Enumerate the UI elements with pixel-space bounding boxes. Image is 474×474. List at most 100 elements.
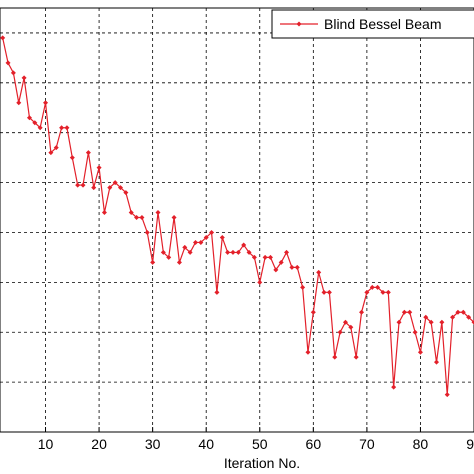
marker	[198, 239, 204, 245]
marker	[219, 234, 225, 240]
marker	[43, 100, 49, 106]
marker	[417, 349, 423, 355]
marker	[401, 309, 407, 315]
marker	[241, 242, 247, 248]
marker	[101, 210, 107, 216]
data	[0, 35, 474, 398]
legend-marker	[296, 21, 302, 27]
marker	[32, 120, 38, 126]
legend-label: Blind Bessel Beam	[324, 16, 442, 32]
marker	[246, 249, 252, 255]
marker	[337, 329, 343, 335]
marker	[364, 289, 370, 295]
marker	[332, 354, 338, 360]
marker	[85, 150, 91, 156]
x-axis-label: Iteration No.	[224, 455, 300, 471]
marker	[412, 329, 418, 335]
marker	[16, 100, 22, 106]
marker	[69, 155, 75, 161]
x-tick-label: 40	[198, 436, 214, 452]
marker	[48, 150, 54, 156]
marker	[160, 249, 166, 255]
marker	[53, 145, 59, 151]
legend: Blind Bessel Beam	[271, 9, 474, 39]
marker	[91, 185, 97, 191]
marker	[144, 229, 150, 235]
marker	[348, 324, 354, 330]
marker	[375, 284, 381, 290]
grid	[0, 8, 474, 432]
marker	[37, 125, 43, 131]
marker	[289, 264, 295, 270]
marker	[139, 215, 145, 221]
marker	[0, 35, 6, 41]
marker	[262, 254, 268, 260]
marker	[460, 309, 466, 315]
marker	[26, 115, 32, 121]
marker	[380, 289, 386, 295]
marker	[321, 289, 327, 295]
marker	[278, 259, 284, 265]
marker	[134, 215, 140, 221]
marker	[267, 254, 273, 260]
marker	[439, 319, 445, 325]
marker	[176, 259, 182, 265]
marker	[396, 319, 402, 325]
x-tick-label: 30	[145, 436, 161, 452]
marker	[59, 125, 65, 131]
marker	[192, 239, 198, 245]
marker	[75, 182, 81, 188]
marker	[209, 229, 215, 235]
marker	[342, 319, 348, 325]
marker	[10, 70, 16, 76]
marker	[423, 314, 429, 320]
marker	[369, 284, 375, 290]
tick-labels: 10 20 30 40 50 60 70 80 90	[38, 436, 474, 452]
marker	[385, 289, 391, 295]
marker	[171, 215, 177, 221]
marker	[359, 309, 365, 315]
marker	[294, 264, 300, 270]
marker	[235, 249, 241, 255]
marker	[225, 249, 231, 255]
marker	[21, 75, 27, 81]
marker	[407, 309, 413, 315]
x-tick-label: 60	[306, 436, 322, 452]
marker	[251, 254, 257, 260]
marker	[112, 180, 118, 186]
marker	[284, 249, 290, 255]
marker	[305, 349, 311, 355]
marker	[326, 289, 332, 295]
marker	[391, 384, 397, 390]
marker	[466, 314, 472, 320]
marker	[96, 165, 102, 171]
plot-area	[0, 7, 474, 433]
marker	[123, 190, 129, 196]
x-tick-label: 50	[252, 436, 268, 452]
marker	[214, 289, 220, 295]
marker	[166, 254, 172, 260]
marker	[450, 314, 456, 320]
marker	[455, 309, 461, 315]
marker	[128, 210, 134, 216]
marker	[80, 182, 86, 188]
x-tick-label: 70	[359, 436, 375, 452]
marker	[5, 60, 11, 66]
marker	[257, 279, 263, 285]
marker	[353, 354, 359, 360]
x-tick-label: 20	[91, 436, 107, 452]
marker	[444, 392, 450, 398]
marker	[428, 319, 434, 325]
marker	[182, 244, 188, 250]
x-tick-label: 10	[38, 436, 54, 452]
x-tick-label: 80	[413, 436, 429, 452]
marker	[316, 269, 322, 275]
marker	[118, 185, 124, 191]
x-tick-label: 90	[466, 436, 474, 452]
marker	[107, 185, 113, 191]
marker	[187, 249, 193, 255]
marker	[434, 359, 440, 365]
marker	[310, 309, 316, 315]
